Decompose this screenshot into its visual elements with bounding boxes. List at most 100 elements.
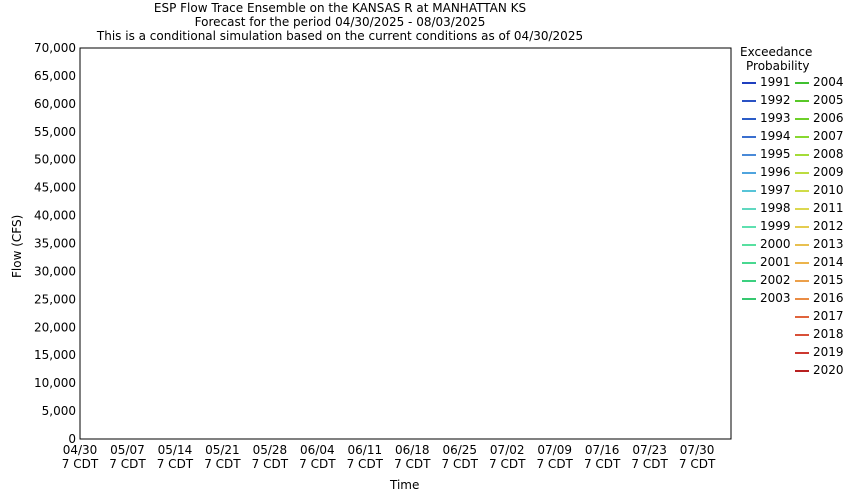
y-tick-label: 15,000: [34, 348, 76, 362]
legend-label: 2007: [813, 129, 844, 143]
y-tick-label: 65,000: [34, 69, 76, 83]
legend-swatch: [795, 81, 809, 84]
legend-entry-2015: 2015: [795, 271, 844, 289]
legend-swatch: [795, 225, 809, 228]
legend-swatch: [795, 135, 809, 138]
legend-label: 2016: [813, 291, 844, 305]
x-tick-label: 06/25: [442, 443, 477, 457]
legend-entry-1996: 1996: [742, 163, 791, 181]
axes: 0 5,000 10,000 15,000 20,000 25,000 30,000 35,0…: [34, 41, 732, 471]
legend-swatch: [742, 153, 756, 156]
legend-swatch: [795, 315, 809, 318]
legend-swatch: [742, 243, 756, 246]
legend-swatch: [795, 207, 809, 210]
legend-entry-1999: 1999: [742, 217, 791, 235]
legend-swatch: [795, 279, 809, 282]
legend-entry-2001: 2001: [742, 253, 791, 271]
legend-entry-2005: 2005: [795, 91, 844, 109]
legend-swatch: [742, 99, 756, 102]
legend-label: 2003: [760, 291, 791, 305]
y-tick-label: 30,000: [34, 264, 76, 278]
legend-label: 2002: [760, 273, 791, 287]
legend-label: 2005: [813, 93, 844, 107]
y-tick-label: 0: [68, 432, 76, 446]
y-tick-label: 50,000: [34, 153, 76, 167]
legend-entry-2014: 2014: [795, 253, 844, 271]
x-tick-sublabel: 7 CDT: [109, 457, 146, 471]
x-tick-sublabel: 7 CDT: [299, 457, 336, 471]
x-tick-label: 07/02: [490, 443, 525, 457]
legend-label: 2009: [813, 165, 844, 179]
legend-swatch: [795, 117, 809, 120]
y-tick-label: 35,000: [34, 237, 76, 251]
legend-swatch: [795, 297, 809, 300]
legend-swatch: [795, 99, 809, 102]
legend-entry-1992: 1992: [742, 91, 791, 109]
legend-label: 2015: [813, 273, 844, 287]
legend-swatch: [795, 369, 809, 372]
legend-label: 2004: [813, 75, 844, 89]
legend-label: 1994: [760, 129, 791, 143]
legend-entry-2008: 2008: [795, 145, 844, 163]
legend-swatch: [742, 171, 756, 174]
x-tick-sublabel: 7 CDT: [347, 457, 384, 471]
legend-entry-1995: 1995: [742, 145, 791, 163]
legend-entry-2002: 2002: [742, 271, 791, 289]
legend-entry-2004: 2004: [795, 73, 844, 91]
legend-label: 1996: [760, 165, 791, 179]
legend-label: 2011: [813, 201, 844, 215]
y-tick-label: 55,000: [34, 125, 76, 139]
chart-subtitle-note: This is a conditional simulation based o…: [96, 29, 584, 43]
legend-entry-2003: 2003: [742, 289, 791, 307]
legend-title: Exceedance: [740, 45, 813, 59]
legend-label: 2012: [813, 219, 844, 233]
x-tick-label: 07/16: [585, 443, 620, 457]
x-tick-sublabel: 7 CDT: [252, 457, 289, 471]
y-tick-label: 40,000: [34, 209, 76, 223]
legend-swatch: [795, 189, 809, 192]
legend-entry-2010: 2010: [795, 181, 844, 199]
legend-label: 1991: [760, 75, 791, 89]
y-tick-label: 70,000: [34, 41, 76, 55]
legend-swatch: [742, 189, 756, 192]
legend-swatch: [795, 333, 809, 336]
legend-swatch: [742, 135, 756, 138]
x-tick-sublabel: 7 CDT: [442, 457, 479, 471]
legend-label: 2006: [813, 111, 844, 125]
legend-label: 2013: [813, 237, 844, 251]
legend-swatch: [795, 243, 809, 246]
legend-entry-1993: 1993: [742, 109, 791, 127]
x-tick-sublabel: 7 CDT: [62, 457, 99, 471]
x-tick-label: 07/09: [537, 443, 572, 457]
legend-swatch: [795, 351, 809, 354]
legend-entry-2018: 2018: [795, 325, 844, 343]
legend-label: 1998: [760, 201, 791, 215]
y-tick-label: 45,000: [34, 181, 76, 195]
legend-swatch: [742, 117, 756, 120]
x-tick-sublabel: 7 CDT: [631, 457, 668, 471]
legend-label: 1997: [760, 183, 791, 197]
chart-title: ESP Flow Trace Ensemble on the KANSAS R …: [153, 1, 527, 15]
x-tick-label: 07/23: [632, 443, 667, 457]
x-tick-sublabel: 7 CDT: [157, 457, 194, 471]
legend-swatch: [742, 297, 756, 300]
legend-entry-1997: 1997: [742, 181, 791, 199]
x-tick-label: 04/30: [63, 443, 98, 457]
x-tick-label: 06/18: [395, 443, 430, 457]
x-tick-sublabel: 7 CDT: [489, 457, 526, 471]
x-tick-label: 06/11: [348, 443, 383, 457]
x-tick-label: 05/07: [110, 443, 145, 457]
legend-label: 2014: [813, 255, 844, 269]
legend-swatch: [795, 171, 809, 174]
legend-entry-2019: 2019: [795, 343, 844, 361]
legend-label: 2018: [813, 327, 844, 341]
y-axis-label: Flow (CFS): [10, 214, 24, 278]
legend-label: 2019: [813, 345, 844, 359]
x-tick-sublabel: 7 CDT: [536, 457, 573, 471]
x-tick-sublabel: 7 CDT: [584, 457, 621, 471]
legend-swatch: [795, 153, 809, 156]
legend-entry-1994: 1994: [742, 127, 791, 145]
x-tick-sublabel: 7 CDT: [394, 457, 431, 471]
legend-entry-2013: 2013: [795, 235, 844, 253]
chart-subtitle-period: Forecast for the period 04/30/2025 - 08/…: [194, 15, 486, 29]
